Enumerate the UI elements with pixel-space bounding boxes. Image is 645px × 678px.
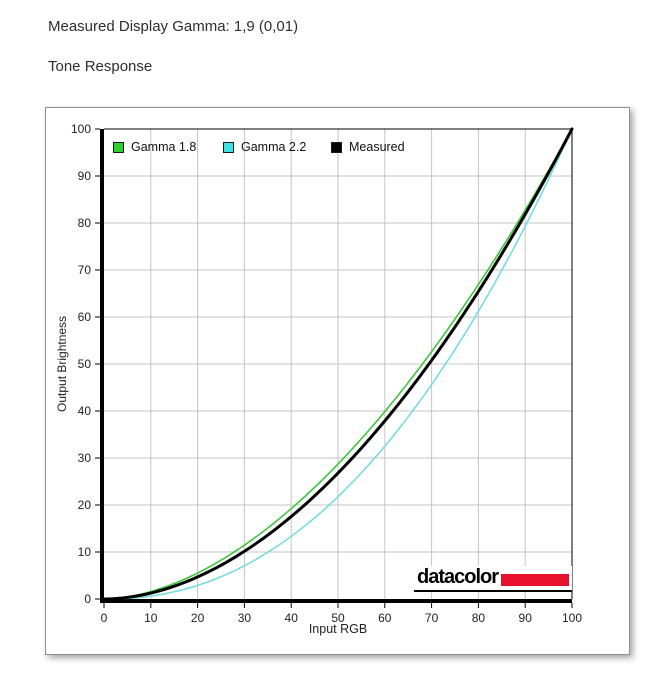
y-tick-label: 90 bbox=[78, 169, 92, 183]
x-tick-label: 10 bbox=[144, 611, 158, 625]
x-tick-label: 20 bbox=[191, 611, 205, 625]
y-tick-label: 30 bbox=[78, 451, 92, 465]
x-axis-line bbox=[100, 599, 572, 603]
legend-swatch-gamma-1.8 bbox=[113, 141, 124, 153]
legend-swatch-measured bbox=[331, 141, 342, 153]
legend-swatch-gamma-2.2 bbox=[223, 141, 234, 153]
x-tick-label: 30 bbox=[238, 611, 252, 625]
y-tick-label: 0 bbox=[84, 592, 91, 606]
legend-item-measured: Measured bbox=[331, 140, 405, 154]
datacolor-logo-text: datacolor bbox=[417, 566, 499, 588]
x-axis-label: Input RGB bbox=[308, 622, 368, 636]
curve-gamma-2.2 bbox=[103, 128, 573, 600]
y-axis-label: Output Brightness bbox=[55, 315, 69, 413]
x-tick-label: 70 bbox=[425, 611, 439, 625]
legend-label: Gamma 2.2 bbox=[241, 140, 307, 154]
x-tick-label: 0 bbox=[101, 611, 108, 625]
tone-response-plot: 0 10 20 30 40 50 60 70 80 90 100 0 10 20 30 40 50 60 70 80 9… bbox=[71, 122, 582, 625]
y-tick-label: 10 bbox=[78, 545, 92, 559]
y-tick-label: 80 bbox=[78, 216, 92, 230]
legend-item-gamma-1.8: Gamma 1.8 bbox=[113, 140, 196, 154]
x-tick-label: 90 bbox=[519, 611, 533, 625]
y-tick-label: 40 bbox=[78, 404, 92, 418]
legend-label: Measured bbox=[349, 140, 405, 154]
curve-gamma-1.8 bbox=[103, 128, 573, 600]
curve-measured bbox=[102, 127, 574, 601]
y-tick-label: 20 bbox=[78, 498, 92, 512]
tone-response-chart-panel: 0 10 20 30 40 50 60 70 80 90 100 0 10 20 30 40 50 60 70 80 9… bbox=[45, 107, 630, 655]
y-tick-label: 60 bbox=[78, 310, 92, 324]
y-tick-label: 50 bbox=[78, 357, 92, 371]
x-tick-label: 60 bbox=[378, 611, 392, 625]
measured-gamma-text: Measured Display Gamma: 1,9 (0,01) bbox=[48, 18, 299, 35]
legend-item-gamma-2.2: Gamma 2.2 bbox=[223, 140, 306, 154]
x-tick-label: 100 bbox=[562, 611, 582, 625]
y-tick-label: 70 bbox=[78, 263, 92, 277]
chart-legend: Gamma 1.8 Gamma 2.2 Measured bbox=[46, 140, 629, 156]
x-tick-label: 80 bbox=[472, 611, 486, 625]
x-tick-label: 50 bbox=[331, 611, 345, 625]
datacolor-logo: datacolor bbox=[414, 566, 573, 592]
legend-label: Gamma 1.8 bbox=[131, 140, 197, 154]
y-axis-line bbox=[100, 129, 104, 603]
x-tick-label: 40 bbox=[285, 611, 299, 625]
datacolor-logo-red-bar bbox=[501, 573, 570, 586]
section-title: Tone Response bbox=[48, 58, 153, 75]
y-tick-label: 100 bbox=[71, 122, 91, 136]
